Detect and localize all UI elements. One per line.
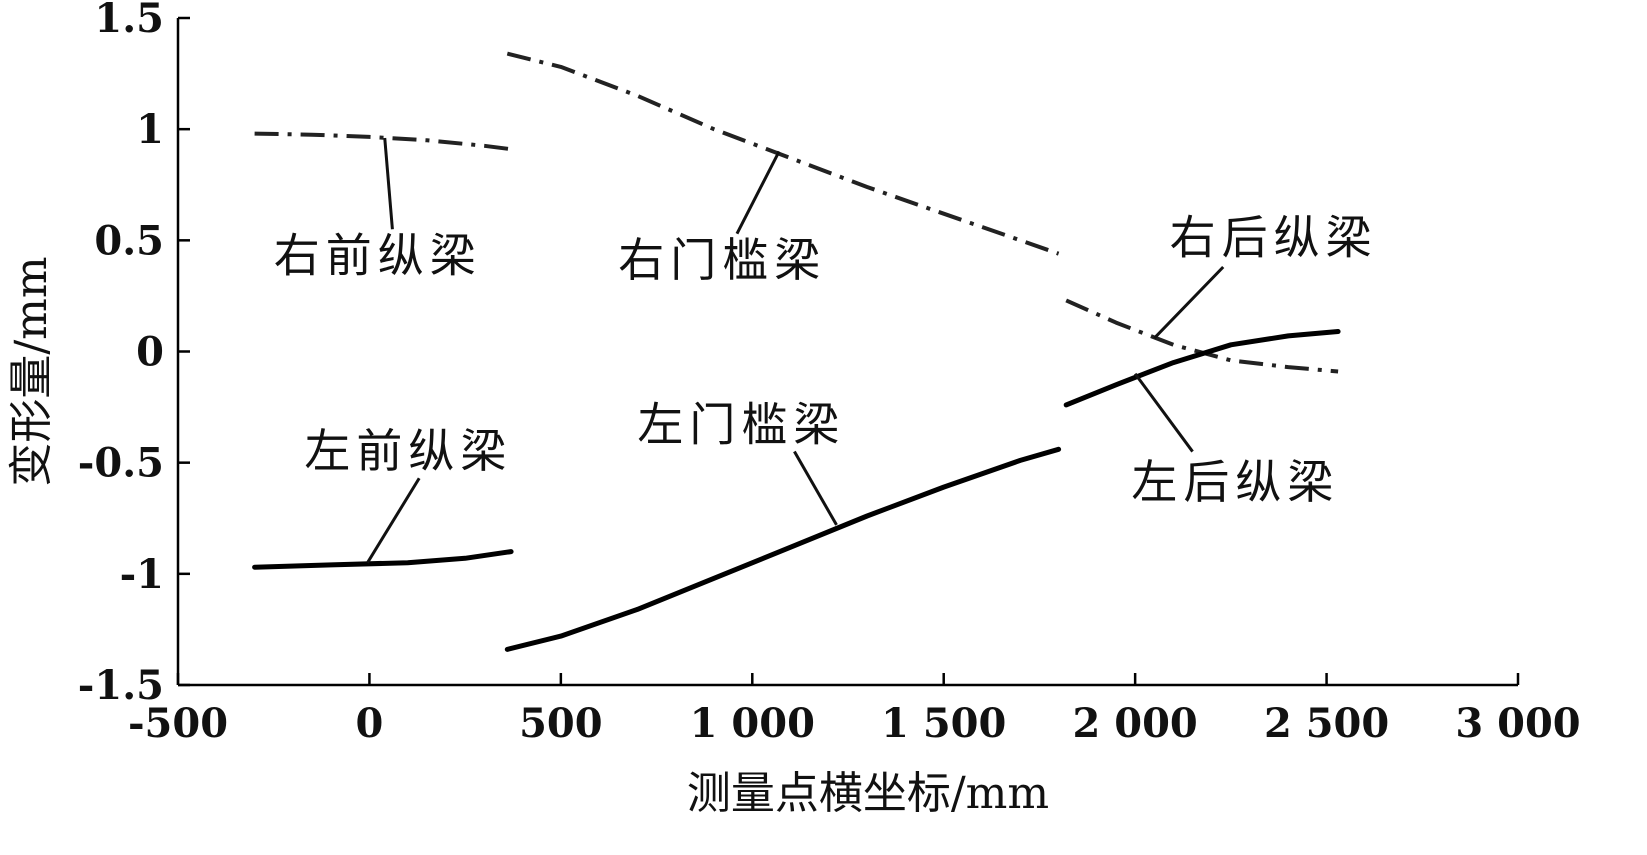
series-leader-line <box>366 477 421 564</box>
y-tick-label: -1 <box>120 551 164 598</box>
series-lines <box>252 51 1341 652</box>
y-tick-label: -0.5 <box>78 440 164 487</box>
series-leader-line <box>383 137 394 230</box>
series-label: 右门槛梁 <box>618 233 826 287</box>
y-tick-label: 1 <box>136 106 164 153</box>
series-label: 左前纵梁 <box>304 424 512 478</box>
x-tick-label: 3 000 <box>1455 700 1580 747</box>
series-leader-line <box>1133 372 1194 453</box>
series-leader-line <box>1153 265 1225 340</box>
y-axis-title: 变形量/mm <box>6 256 57 486</box>
y-tick-label: 1.5 <box>94 0 164 42</box>
x-tick-label: -500 <box>128 700 228 747</box>
x-tick-label: 2 000 <box>1073 700 1198 747</box>
series-line <box>1063 329 1341 408</box>
x-tick-label: 1 500 <box>881 700 1006 747</box>
axes <box>176 18 1518 687</box>
series-label: 左门槛梁 <box>637 397 845 451</box>
series-leader-line <box>793 450 838 526</box>
series-label: 右后纵梁 <box>1170 211 1378 265</box>
y-tick-label: -1.5 <box>78 662 164 709</box>
series-label: 右前纵梁 <box>274 228 482 282</box>
series-leader-line <box>735 150 781 235</box>
x-tick-label: 0 <box>356 700 384 747</box>
series-line <box>506 51 1060 256</box>
y-tick-label: 0 <box>136 329 164 376</box>
x-tick-label: 2 500 <box>1264 700 1389 747</box>
x-tick-label: 500 <box>519 700 603 747</box>
label-leader-lines <box>366 137 1225 564</box>
y-tick-label: 0.5 <box>94 217 164 264</box>
series-line <box>254 131 512 152</box>
series-label: 左后纵梁 <box>1131 455 1339 509</box>
series-line <box>252 549 514 570</box>
axis-ticks: 1.5 1 0.5 0 -0.5 -1 -1.5-500 0 500 1 000 1 500 2 00… <box>78 0 1581 747</box>
x-tick-label: 1 000 <box>690 700 815 747</box>
x-axis-title: 测量点横坐标/mm <box>687 768 1049 819</box>
series-line <box>504 446 1062 652</box>
